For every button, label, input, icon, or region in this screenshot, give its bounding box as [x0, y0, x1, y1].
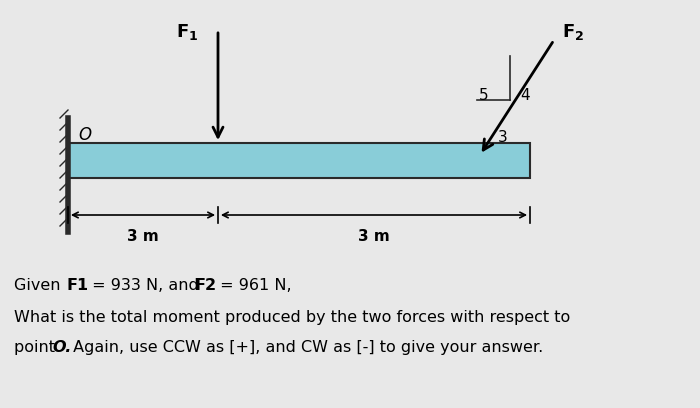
Text: = 961 N,: = 961 N, — [215, 278, 292, 293]
Text: 3 m: 3 m — [127, 229, 159, 244]
Text: 5: 5 — [478, 87, 488, 102]
Text: F1: F1 — [66, 278, 88, 293]
Bar — [68, 143, 530, 178]
Text: Given: Given — [14, 278, 66, 293]
Text: F2: F2 — [194, 278, 216, 293]
Text: What is the total moment produced by the two forces with respect to: What is the total moment produced by the… — [14, 310, 570, 325]
Text: point: point — [14, 340, 60, 355]
Text: = 933 N, and: = 933 N, and — [87, 278, 204, 293]
Text: O.: O. — [52, 340, 71, 355]
Text: $\mathbf{F_2}$: $\mathbf{F_2}$ — [562, 22, 584, 42]
Text: O: O — [78, 126, 91, 144]
Text: Again, use CCW as [+], and CW as [-] to give your answer.: Again, use CCW as [+], and CW as [-] to … — [68, 340, 543, 355]
Text: 3: 3 — [498, 130, 508, 145]
Text: $\mathbf{F_1}$: $\mathbf{F_1}$ — [176, 22, 198, 42]
Text: 4: 4 — [520, 87, 530, 102]
Text: 3 m: 3 m — [358, 229, 390, 244]
